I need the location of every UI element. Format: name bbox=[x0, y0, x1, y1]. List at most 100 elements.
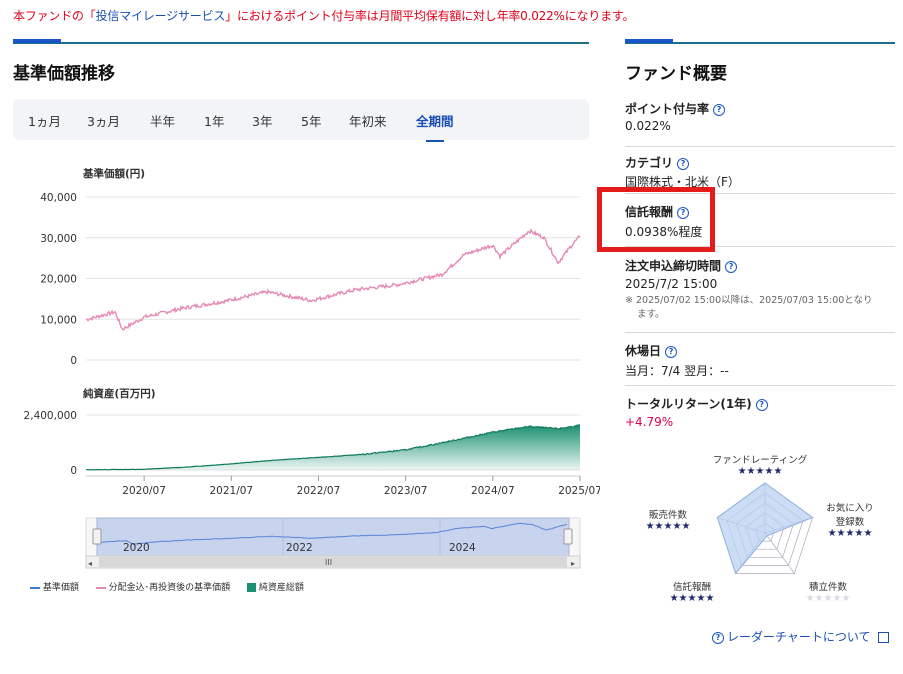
legend-item-net-assets[interactable]: 純資産総額 bbox=[247, 583, 304, 593]
point-rate-label: ポイント付与率 bbox=[625, 102, 710, 116]
x-tick-label: 2023/07 bbox=[384, 485, 428, 497]
order-deadline-note-cont: ます。 bbox=[637, 309, 665, 320]
trust-fee-value: 0.0938%程度 bbox=[625, 225, 703, 239]
radar-label-trust-fee: 信託報酬 ★★★★★ bbox=[652, 579, 732, 604]
help-icon[interactable]: ? bbox=[677, 157, 690, 170]
tab-all-period[interactable]: 全期間 bbox=[416, 111, 454, 142]
order-deadline-value: 2025/7/2 15:00 bbox=[625, 277, 718, 291]
legend-swatch-reinvested bbox=[95, 586, 106, 589]
radar-chart bbox=[716, 482, 814, 575]
legend-swatch-nav bbox=[30, 586, 40, 589]
x-tick-label: 2024/07 bbox=[471, 485, 515, 497]
radar-axis-label: お気に入り bbox=[826, 503, 874, 514]
nav-label-2020: 2020 bbox=[123, 542, 150, 554]
tab-1m[interactable]: 1ヵ月 bbox=[28, 114, 61, 129]
x-tick-label: 2021/07 bbox=[209, 485, 253, 497]
divider bbox=[625, 385, 895, 386]
order-deadline-label: 注文申込締切時間 bbox=[625, 259, 722, 273]
chart-legend: 基準価額 分配金込･再投資後の基準価額 純資産総額 bbox=[30, 580, 304, 593]
nav-label-2022: 2022 bbox=[286, 542, 313, 554]
overview-item-point-rate: ポイント付与率? 0.022% bbox=[625, 100, 895, 146]
divider bbox=[625, 246, 895, 247]
help-icon: ? bbox=[712, 631, 724, 644]
net-assets-area bbox=[86, 424, 580, 470]
section-rule bbox=[13, 39, 589, 44]
radar-label-favorites: お気に入り 登録数 ★★★★★ bbox=[810, 500, 890, 539]
radar-about-link[interactable]: ? レーダーチャートについて bbox=[712, 628, 890, 645]
overview-item-category: カテゴリ? 国際株式・北米（F） bbox=[625, 147, 895, 193]
trust-fee-stars: ★★★★★ bbox=[669, 593, 715, 604]
mileage-service-link[interactable]: 投信マイレージサービス bbox=[95, 9, 226, 23]
divider bbox=[625, 332, 895, 333]
asset-y-tick: 0 bbox=[70, 465, 77, 477]
highlight-box bbox=[597, 187, 715, 252]
help-icon[interactable]: ? bbox=[755, 398, 768, 411]
radar-axis-label-line2: 登録数 bbox=[835, 517, 865, 528]
rating-stars: ★★★★★ bbox=[737, 466, 783, 477]
tab-3m[interactable]: 3ヵ月 bbox=[87, 114, 120, 129]
price-y-tick: 20,000 bbox=[40, 274, 77, 286]
legend-item-nav[interactable]: 基準価額 bbox=[30, 583, 79, 593]
legend-label: 基準価額 bbox=[42, 583, 79, 593]
overview-title: ファンド概要 bbox=[625, 64, 727, 84]
scroll-left-arrow[interactable]: ◂ bbox=[88, 559, 92, 568]
help-icon[interactable]: ? bbox=[665, 345, 678, 358]
total-return-label: トータルリターン(1年) bbox=[625, 397, 752, 411]
overview-list: ポイント付与率? 0.022% カテゴリ? 国際株式・北米（F） 信託報酬? 0… bbox=[625, 100, 895, 434]
category-value: 国際株式・北米（F） bbox=[625, 175, 740, 189]
price-y-tick: 40,000 bbox=[40, 192, 77, 204]
help-icon[interactable]: ? bbox=[713, 103, 726, 116]
radar-axis-label: 信託報酬 bbox=[672, 582, 711, 593]
divider bbox=[625, 193, 895, 194]
x-tick-label: 2020/07 bbox=[122, 485, 166, 497]
holidays-value: 当月：7/4 翌月：-- bbox=[625, 364, 729, 378]
price-chart-area: 基準価額(円) 40,000 30,000 20,000 10,000 0 純資産(百万… bbox=[24, 167, 600, 569]
scrollbar-thumb[interactable] bbox=[99, 557, 567, 567]
navigator-left-handle[interactable] bbox=[92, 528, 102, 545]
net-assets-line bbox=[86, 424, 581, 471]
overview-item-total-return: トータルリターン(1年)? +4.79% bbox=[625, 386, 895, 434]
divider bbox=[625, 146, 895, 147]
radar-label-rating: ファンドレーティング ★★★★★ bbox=[700, 452, 820, 477]
overview-item-trust-fee: 信託報酬? 0.0938%程度 bbox=[625, 194, 895, 246]
help-icon[interactable]: ? bbox=[677, 206, 690, 219]
overview-rule bbox=[625, 39, 895, 44]
asset-axis-title: 純資産(百万円) bbox=[83, 387, 156, 400]
tab-3y[interactable]: 3年 bbox=[252, 114, 273, 129]
tab-6m[interactable]: 半年 bbox=[150, 114, 176, 129]
favorites-stars: ★★★★★ bbox=[827, 528, 873, 539]
nav-label-2024: 2024 bbox=[449, 542, 476, 554]
category-label: カテゴリ bbox=[625, 156, 674, 170]
radar-axis-label: 積立件数 bbox=[808, 582, 847, 593]
legend-item-reinvested[interactable]: 分配金込･再投資後の基準価額 bbox=[95, 583, 231, 593]
installment-stars: ★★★★★ bbox=[805, 593, 851, 604]
navigator-line bbox=[98, 522, 568, 546]
trust-fee-label: 信託報酬 bbox=[625, 205, 674, 219]
tab-5y[interactable]: 5年 bbox=[301, 114, 322, 129]
radar-label-sales: 販売件数 ★★★★★ bbox=[628, 507, 708, 532]
legend-label: 純資産総額 bbox=[258, 583, 304, 593]
point-rate-value: 0.022% bbox=[625, 119, 671, 133]
radar-label-installment: 積立件数 ★★★★★ bbox=[788, 579, 868, 604]
legend-swatch-net-assets bbox=[247, 583, 257, 592]
sales-stars: ★★★★★ bbox=[645, 521, 691, 532]
radar-polygon bbox=[716, 482, 814, 575]
radar-about-link-text: レーダーチャートについて bbox=[727, 630, 871, 644]
scroll-right-arrow[interactable]: ▸ bbox=[571, 559, 575, 568]
order-deadline-note: ※ 2025/07/02 15:00以降は、2025/07/03 15:00とな… bbox=[625, 295, 873, 306]
tab-1y[interactable]: 1年 bbox=[204, 114, 225, 129]
asset-y-tick: 2,400,000 bbox=[24, 410, 77, 422]
mileage-notice: 本ファンドの「投信マイレージサービス」におけるポイント付与率は月間平均保有額に対… bbox=[13, 7, 635, 24]
external-link-icon bbox=[878, 632, 890, 643]
price-y-tick: 10,000 bbox=[40, 314, 77, 326]
legend-label: 分配金込･再投資後の基準価額 bbox=[108, 583, 231, 593]
x-tick-label: 2025/07 bbox=[558, 485, 600, 497]
scrollbar-grip: III bbox=[325, 558, 332, 567]
navigator-right-handle[interactable] bbox=[563, 528, 573, 545]
overview-item-order-deadline: 注文申込締切時間? 2025/7/2 15:00 ※ 2025/07/02 15… bbox=[625, 247, 895, 332]
total-return-value: +4.79% bbox=[625, 415, 674, 429]
radar-axis-label: 販売件数 bbox=[648, 510, 687, 521]
overview-item-holidays: 休場日? 当月：7/4 翌月：-- bbox=[625, 333, 895, 385]
help-icon[interactable]: ? bbox=[725, 260, 738, 273]
tab-ytd[interactable]: 年初来 bbox=[349, 114, 387, 129]
